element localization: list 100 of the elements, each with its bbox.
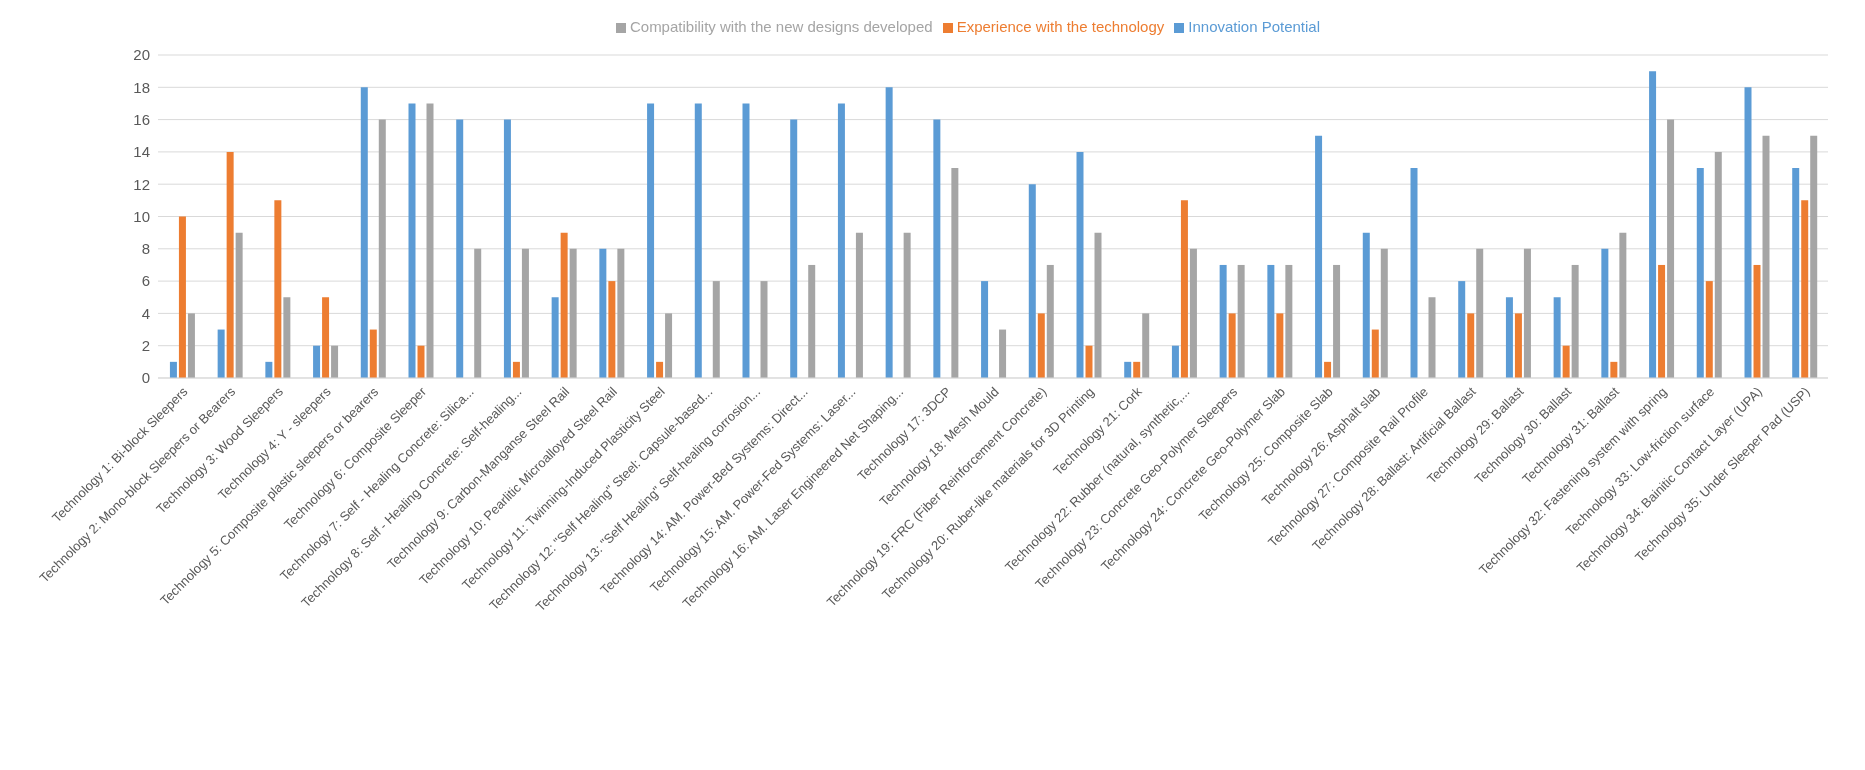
bar	[617, 248, 625, 378]
bar	[599, 248, 607, 378]
bar	[569, 248, 577, 378]
bar	[274, 200, 282, 378]
y-tick-label: 16	[133, 110, 150, 128]
y-tick-label: 12	[133, 175, 150, 193]
y-tick-label: 20	[133, 46, 150, 64]
bar	[760, 281, 768, 378]
bar	[521, 248, 529, 378]
bar	[313, 345, 321, 378]
bar	[1553, 297, 1561, 378]
bar	[1696, 168, 1704, 378]
bar	[1142, 313, 1150, 378]
bar	[1505, 297, 1513, 378]
bar	[903, 232, 911, 378]
bar	[665, 313, 673, 378]
bar	[1744, 87, 1752, 378]
bar	[1094, 232, 1102, 378]
bar	[1571, 264, 1579, 378]
bar	[1380, 248, 1388, 378]
bar	[1762, 135, 1770, 378]
bar	[360, 87, 368, 378]
bar	[1189, 248, 1197, 378]
bar	[712, 281, 720, 378]
bar	[1467, 313, 1475, 378]
bar	[331, 345, 339, 378]
bar	[560, 232, 568, 378]
bar	[456, 119, 464, 378]
bar	[933, 119, 941, 378]
bar	[1428, 297, 1436, 378]
bar	[322, 297, 330, 378]
bar	[169, 361, 177, 378]
bar	[1371, 329, 1379, 378]
bar	[1514, 313, 1522, 378]
bar	[1610, 361, 1618, 378]
bar	[1124, 361, 1132, 378]
bar	[1458, 281, 1466, 378]
bar	[178, 216, 186, 378]
bar	[1037, 313, 1045, 378]
bar	[885, 87, 893, 378]
bar	[235, 232, 243, 378]
bar	[369, 329, 377, 378]
bar	[1601, 248, 1609, 378]
bar	[1333, 264, 1341, 378]
legend-label: Compatibility with the new designs developed	[629, 18, 933, 35]
bar	[1410, 168, 1418, 378]
bar	[1267, 264, 1275, 378]
bar	[187, 313, 195, 378]
bar	[1237, 264, 1245, 378]
bar	[378, 119, 386, 378]
bar	[981, 281, 989, 378]
bar	[1714, 151, 1722, 378]
legend-label: Experience with the technology	[956, 18, 1165, 35]
bar	[1076, 151, 1084, 378]
bar	[656, 361, 664, 378]
bar	[408, 103, 416, 378]
y-tick-label: 0	[141, 369, 150, 387]
bar	[226, 151, 234, 378]
bar	[1667, 119, 1675, 378]
bar	[1619, 232, 1627, 378]
bar	[790, 119, 798, 378]
bar	[265, 361, 273, 378]
bar	[1649, 71, 1657, 378]
legend-label: Innovation Potential	[1188, 18, 1321, 35]
bar	[1801, 200, 1809, 378]
bar	[1324, 361, 1332, 378]
bar	[426, 103, 434, 378]
bar	[808, 264, 816, 378]
bar	[551, 297, 559, 378]
bar	[1810, 135, 1818, 378]
bar	[1285, 264, 1293, 378]
bar	[1219, 264, 1227, 378]
bar	[1476, 248, 1484, 378]
bar	[1180, 200, 1188, 378]
bar	[1562, 345, 1570, 378]
y-tick-label: 4	[141, 304, 150, 322]
bar	[742, 103, 750, 378]
bar	[647, 103, 655, 378]
bar	[1792, 168, 1800, 378]
bar	[474, 248, 482, 378]
bar	[1362, 232, 1370, 378]
bar	[283, 297, 291, 378]
bar	[837, 103, 845, 378]
bar	[1028, 184, 1036, 378]
bar	[1276, 313, 1284, 378]
bar	[1523, 248, 1531, 378]
bar	[1658, 264, 1666, 378]
bar	[951, 168, 959, 378]
bar	[999, 329, 1007, 378]
bar	[1705, 281, 1713, 378]
y-tick-label: 6	[141, 272, 150, 290]
y-tick-label: 2	[141, 337, 150, 355]
y-tick-label: 10	[133, 207, 150, 225]
y-tick-label: 18	[133, 78, 150, 96]
bar	[694, 103, 702, 378]
bar	[503, 119, 511, 378]
bar	[1753, 264, 1761, 378]
bar	[217, 329, 225, 378]
y-tick-label: 14	[133, 143, 150, 161]
bar	[512, 361, 520, 378]
